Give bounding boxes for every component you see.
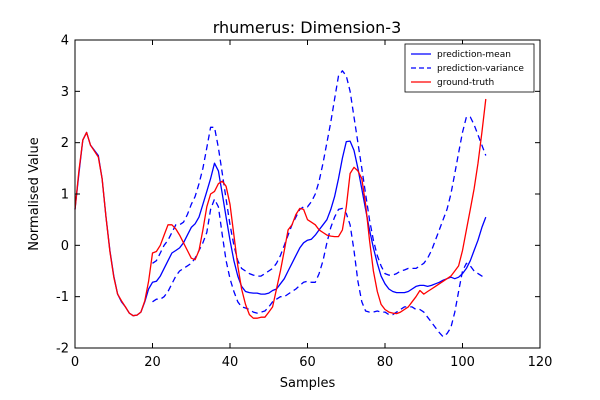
x-tick-label: 0: [71, 355, 79, 370]
x-tick-label: 100: [450, 355, 475, 370]
series-layer: [74, 70, 487, 338]
y-tick-label: 0: [61, 239, 69, 254]
legend-label: ground-truth: [437, 78, 494, 88]
series-line-prediction-mean: [74, 131, 487, 317]
y-axis-label: Normalised Value: [27, 137, 42, 251]
y-tick-label: 2: [61, 136, 69, 151]
y-tick-label: 4: [61, 34, 69, 49]
x-tick-label: 120: [528, 355, 553, 370]
series-line-ground-truth: [74, 98, 487, 319]
chart-title: rhumerus: Dimension-3: [213, 18, 402, 37]
x-tick-label: 60: [299, 355, 316, 370]
y-tick-label: -2: [56, 342, 69, 357]
legend-items: prediction-mean prediction-variance ground…: [411, 50, 524, 88]
legend: prediction-mean prediction-variance ground…: [404, 43, 535, 93]
series-line-prediction-variance-lower: [152, 198, 486, 338]
legend-box: [404, 43, 535, 93]
x-tick-label: 80: [377, 355, 394, 370]
x-axis-label: Samples: [280, 376, 336, 391]
ticks-layer: 0 20 40 60 80 100 120 -2 -1 0 1 2 3 4: [56, 34, 552, 371]
y-tick-label: 1: [61, 188, 69, 203]
x-tick-label: 40: [222, 355, 239, 370]
x-tick-label: 20: [144, 355, 161, 370]
legend-label: prediction-variance: [437, 64, 524, 74]
series-line-prediction-variance: [152, 70, 487, 277]
y-tick-label: 3: [61, 85, 69, 100]
legend-label: prediction-mean: [437, 50, 511, 60]
y-tick-label: -1: [56, 290, 69, 305]
